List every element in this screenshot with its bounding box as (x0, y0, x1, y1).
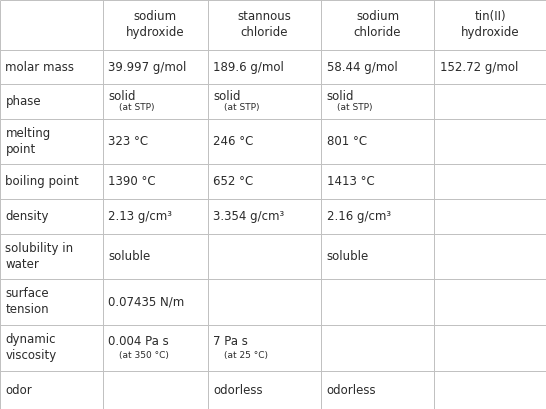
Text: 323 °C: 323 °C (108, 135, 148, 148)
Text: boiling point: boiling point (5, 175, 79, 188)
Text: 58.44 g/mol: 58.44 g/mol (327, 61, 397, 74)
Text: surface
tension: surface tension (5, 288, 49, 317)
Text: phase: phase (5, 95, 41, 108)
Text: 0.004 Pa s: 0.004 Pa s (108, 335, 169, 348)
Text: (at STP): (at STP) (119, 103, 155, 112)
Text: tin(II)
hydroxide: tin(II) hydroxide (461, 10, 519, 39)
Text: soluble: soluble (327, 250, 369, 263)
Text: solid: solid (108, 90, 135, 103)
Text: (at 350 °C): (at 350 °C) (119, 351, 169, 360)
Text: 189.6 g/mol: 189.6 g/mol (213, 61, 284, 74)
Text: 2.13 g/cm³: 2.13 g/cm³ (108, 210, 172, 223)
Text: 2.16 g/cm³: 2.16 g/cm³ (327, 210, 390, 223)
Text: sodium
chloride: sodium chloride (354, 10, 401, 39)
Text: (at STP): (at STP) (224, 103, 260, 112)
Text: melting
point: melting point (5, 127, 51, 156)
Text: (at STP): (at STP) (337, 103, 373, 112)
Text: solubility in
water: solubility in water (5, 242, 74, 271)
Text: 7 Pa s: 7 Pa s (213, 335, 248, 348)
Text: density: density (5, 210, 49, 223)
Text: 246 °C: 246 °C (213, 135, 254, 148)
Text: odorless: odorless (327, 384, 376, 397)
Text: 39.997 g/mol: 39.997 g/mol (108, 61, 187, 74)
Text: molar mass: molar mass (5, 61, 74, 74)
Text: 801 °C: 801 °C (327, 135, 366, 148)
Text: solid: solid (213, 90, 241, 103)
Text: stannous
chloride: stannous chloride (238, 10, 292, 39)
Text: 3.354 g/cm³: 3.354 g/cm³ (213, 210, 284, 223)
Text: dynamic
viscosity: dynamic viscosity (5, 333, 57, 362)
Text: solid: solid (327, 90, 354, 103)
Text: 1413 °C: 1413 °C (327, 175, 374, 188)
Text: odorless: odorless (213, 384, 263, 397)
Text: 0.07435 N/m: 0.07435 N/m (108, 295, 185, 308)
Text: 152.72 g/mol: 152.72 g/mol (440, 61, 518, 74)
Text: sodium
hydroxide: sodium hydroxide (126, 10, 185, 39)
Text: (at 25 °C): (at 25 °C) (224, 351, 269, 360)
Text: 652 °C: 652 °C (213, 175, 254, 188)
Text: soluble: soluble (108, 250, 150, 263)
Text: odor: odor (5, 384, 32, 397)
Text: 1390 °C: 1390 °C (108, 175, 156, 188)
